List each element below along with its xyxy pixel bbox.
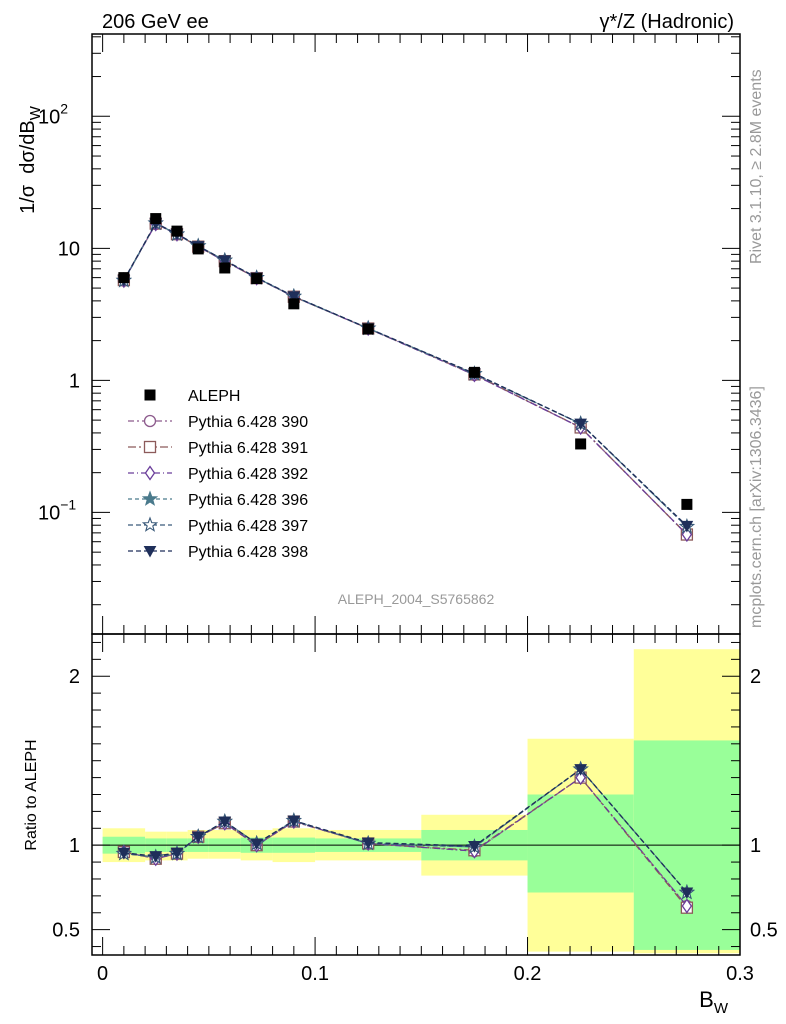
legend-label-2: Pythia 6.428 392 bbox=[188, 466, 308, 483]
upper-series-line-2 bbox=[123, 223, 688, 535]
lower-ytick-label-right-1: 1 bbox=[750, 835, 761, 857]
aleph-point-4 bbox=[219, 262, 231, 274]
axes: 10−1 1 10 102 0.5 0.5 1 1 2 2 0 0.1 0.2 0.3 bbox=[38, 33, 778, 985]
aleph-point-9 bbox=[575, 438, 587, 450]
upper-ytick-label-0: 10−1 bbox=[38, 496, 76, 524]
upper-series-point-5-10 bbox=[680, 520, 694, 533]
legend-marker-4 bbox=[141, 516, 159, 532]
ratio-series-point-5-6 bbox=[287, 815, 301, 828]
ratio-series-point-5-9 bbox=[574, 764, 588, 776]
legend-marker-1 bbox=[143, 440, 157, 454]
upper-ytick-label-1: 1 bbox=[69, 370, 80, 392]
legend-marker-aleph bbox=[144, 389, 156, 401]
legend-label-0: Pythia 6.428 390 bbox=[188, 414, 308, 431]
ratio-series-point-2-9 bbox=[575, 769, 586, 786]
ratio-series-point-2-10 bbox=[681, 898, 693, 914]
upper-ytick-label-2: 10 bbox=[58, 238, 80, 260]
aleph-point-1 bbox=[150, 213, 162, 225]
legend-label-4: Pythia 6.428 397 bbox=[188, 518, 308, 535]
legend-marker-3 bbox=[141, 490, 159, 506]
lower-ytick-label-right-2: 2 bbox=[750, 666, 761, 688]
xtick-label-0: 0 bbox=[97, 963, 108, 985]
lower-series bbox=[115, 760, 696, 914]
ratio-series-point-5-2 bbox=[170, 847, 184, 860]
upper-ytick-exp-3: 2 bbox=[60, 100, 68, 116]
aleph-point-0 bbox=[118, 272, 130, 284]
band-green-9 bbox=[527, 794, 634, 893]
ratio-series-point-5-0 bbox=[117, 847, 131, 860]
legend-marker-2 bbox=[144, 465, 156, 481]
ratio-series-point-5-3 bbox=[191, 831, 205, 844]
upper-data-points bbox=[118, 213, 693, 510]
upper-series-line-1 bbox=[123, 222, 688, 535]
header-right: γ*/Z (Hadronic) bbox=[600, 11, 734, 33]
legend-label-3: Pythia 6.428 396 bbox=[188, 492, 308, 509]
ratio-bands bbox=[102, 649, 740, 954]
ratio-series-line-2 bbox=[123, 776, 688, 907]
aleph-point-3 bbox=[192, 243, 204, 255]
ratio-series-point-5-10 bbox=[680, 887, 694, 900]
site-label: mcplots.cern.ch [arXiv:1306.3436] bbox=[748, 386, 765, 628]
xtick-label-2: 0.2 bbox=[514, 963, 542, 985]
xtick-label-3: 0.3 bbox=[726, 963, 754, 985]
ratio-series-line-5 bbox=[123, 768, 688, 893]
header-left: 206 GeV ee bbox=[102, 11, 209, 33]
lower-ytick-label-left-2: 2 bbox=[69, 666, 80, 688]
aleph-point-10 bbox=[681, 498, 693, 510]
upper-series-point-5-4 bbox=[218, 255, 232, 267]
ratio-series-point-5-5 bbox=[250, 838, 264, 851]
ratio-series-point-5-4 bbox=[218, 816, 232, 829]
legend-label-aleph: ALEPH bbox=[188, 388, 240, 405]
ratio-series-point-5-1 bbox=[149, 851, 163, 863]
aleph-point-5 bbox=[251, 273, 263, 285]
upper-series-line-0 bbox=[123, 223, 688, 535]
aleph-point-2 bbox=[171, 225, 183, 237]
legend-label-1: Pythia 6.428 391 bbox=[188, 440, 308, 457]
lower-ylabel: Ratio to ALEPH bbox=[23, 739, 40, 850]
aleph-point-6 bbox=[288, 298, 300, 310]
upper-series-point-5-6 bbox=[287, 291, 301, 303]
ratio-series-point-5-8 bbox=[468, 841, 481, 853]
aleph-point-7 bbox=[362, 323, 374, 335]
upper-series-point-5-9 bbox=[574, 418, 588, 431]
upper-ytick-exp-0: −1 bbox=[60, 496, 76, 512]
upper-ytick-label-3: 102 bbox=[38, 100, 68, 128]
xtick-label-1: 0.1 bbox=[301, 963, 329, 985]
rivet-label: Rivet 3.1.10, ≥ 2.8M events bbox=[748, 69, 765, 264]
lower-ytick-label-right-0: 0.5 bbox=[750, 920, 778, 942]
legend-marker-5 bbox=[143, 546, 157, 558]
lower-ytick-label-left-0: 0.5 bbox=[52, 920, 80, 942]
legend: ALEPH Pythia 6.428 390 Pythia 6.428 391 Pyt… bbox=[128, 388, 308, 561]
legend-label-5: Pythia 6.428 398 bbox=[188, 544, 308, 561]
watermark: ALEPH_2004_S5765862 bbox=[338, 591, 495, 607]
xlabel: BW bbox=[699, 987, 729, 1017]
aleph-point-8 bbox=[468, 366, 480, 378]
ratio-series-point-5-7 bbox=[361, 837, 375, 850]
legend-marker-0 bbox=[143, 414, 157, 428]
lower-ytick-label-left-1: 1 bbox=[69, 835, 80, 857]
